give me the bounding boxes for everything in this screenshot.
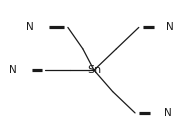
Text: Sn: Sn: [87, 65, 101, 75]
Text: N: N: [166, 22, 174, 32]
Text: N: N: [9, 65, 17, 75]
Text: N: N: [26, 22, 33, 32]
Text: N: N: [164, 108, 172, 118]
